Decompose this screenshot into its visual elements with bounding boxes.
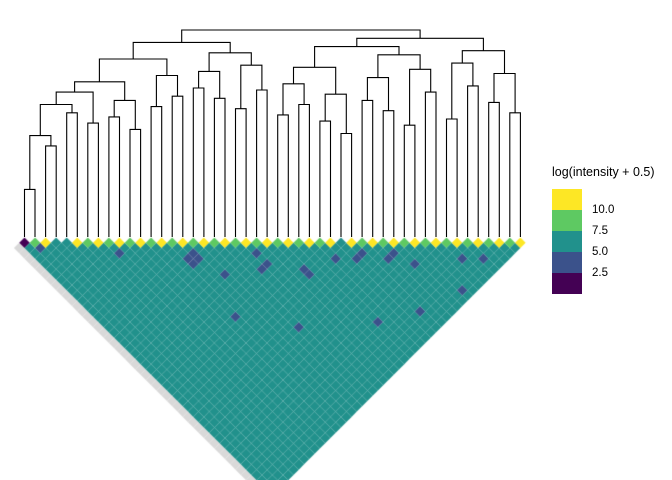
dendrogram-branch: [382, 110, 395, 237]
dendrogram-branch: [493, 72, 516, 113]
legend-band-purple: [552, 273, 582, 294]
dendrogram-branch: [445, 118, 458, 237]
dendrogram-branch: [377, 54, 421, 78]
legend-body: 10.0 7.5 5.0 2.5: [552, 189, 672, 301]
legend-band-green: [552, 210, 582, 231]
legend-tick-3: 2.5: [592, 267, 608, 279]
dendrogram-branch: [403, 124, 416, 237]
legend-tick-2: 5.0: [592, 246, 608, 258]
dendrogram-branch: [74, 81, 126, 101]
dendrogram-branch: [256, 89, 268, 237]
dendrogram-branch: [314, 46, 400, 68]
dendrogram-branch: [213, 97, 226, 237]
legend-colorbar: [552, 189, 582, 294]
dendrogram-branch: [282, 83, 305, 115]
plot-panel: [0, 0, 540, 480]
dendrogram-branch: [324, 93, 347, 134]
triangular-heatmap: [0, 0, 540, 480]
dendrogram-branch: [192, 87, 205, 237]
dendrogram-branch: [409, 68, 432, 126]
dendrogram-branch: [424, 91, 437, 237]
dendrogram-branch: [488, 101, 500, 237]
dendrogram-branch: [451, 62, 474, 119]
dendrogram-branch: [277, 114, 289, 237]
dendrogram-branch: [340, 132, 353, 237]
dendrogram-branch: [298, 103, 310, 237]
dendrogram-branch: [208, 52, 252, 72]
legend: log(intensity + 0.5) 10.0 7.5 5.0 2.5: [552, 165, 672, 301]
legend-tick-labels: 10.0 7.5 5.0 2.5: [592, 189, 662, 294]
dendrogram-branch: [155, 74, 179, 107]
dendrogram-branch: [29, 135, 52, 190]
dendrogram-branch: [461, 50, 506, 74]
dendrogram-branch: [356, 37, 484, 51]
dendrogram-branch: [132, 41, 231, 59]
dendrogram-branch: [23, 188, 36, 237]
legend-band-yellow: [552, 189, 582, 210]
legend-title: log(intensity + 0.5): [552, 165, 655, 179]
dendrogram-branch: [150, 106, 163, 237]
dendrogram-branch: [55, 91, 94, 124]
dendrogram-branch: [366, 77, 390, 111]
legend-tick-1: 7.5: [592, 225, 608, 237]
dendrogram: [23, 29, 521, 237]
dendrogram-branch: [240, 64, 263, 109]
dendrogram-branches: [23, 29, 521, 237]
dendrogram-branch: [87, 122, 99, 237]
dendrogram-branch: [171, 95, 184, 237]
dendrogram-branch: [292, 66, 337, 95]
dendrogram-branch: [319, 120, 332, 237]
dendrogram-branch: [198, 70, 221, 99]
dendrogram-branch: [113, 99, 136, 130]
dendrogram-branch: [129, 128, 142, 237]
dendrogram-branch: [234, 108, 247, 237]
legend-band-blue: [552, 252, 582, 273]
legend-band-teal: [552, 231, 582, 252]
dendrogram-branch: [66, 112, 78, 237]
dendrogram-branch: [181, 29, 421, 43]
dendrogram-branch: [509, 112, 521, 237]
dendrogram-branch: [361, 99, 374, 237]
dendrogram-branch: [467, 85, 479, 237]
dendrogram-branch: [108, 116, 121, 237]
legend-tick-0: 10.0: [592, 204, 615, 216]
dendrogram-branch: [45, 145, 57, 237]
